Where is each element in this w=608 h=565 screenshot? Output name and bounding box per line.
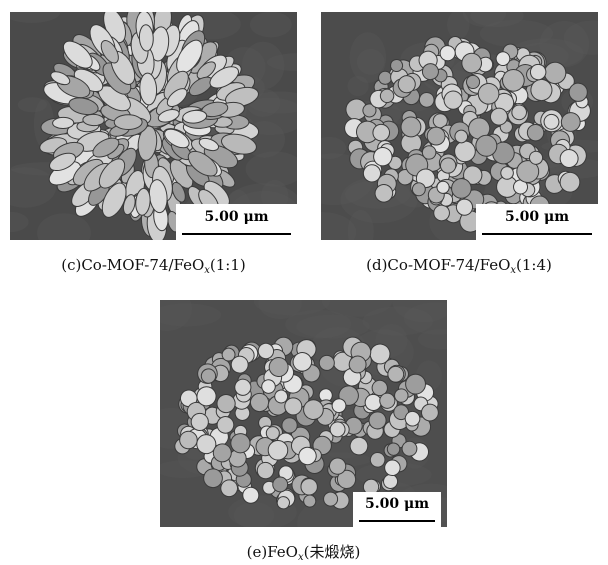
scale-bar: 5.00 μm xyxy=(176,204,297,240)
caption: (d)Co-MOF-74/FeOx(1:4) xyxy=(310,256,608,276)
texture xyxy=(527,124,544,141)
texture xyxy=(455,141,476,162)
texture xyxy=(466,75,479,88)
caption-text: (未煅烧) xyxy=(304,543,361,561)
texture xyxy=(569,83,588,102)
texture xyxy=(385,460,401,476)
texture xyxy=(242,487,259,504)
figure: 5.00 μm (c)Co-MOF-74/FeOx(1:1) 5.00 μm (… xyxy=(0,0,608,565)
texture xyxy=(476,135,498,157)
scale-bar: 5.00 μm xyxy=(476,204,598,240)
texture xyxy=(250,12,292,37)
texture xyxy=(383,474,398,489)
texture xyxy=(387,443,400,456)
scale-bar: 5.00 μm xyxy=(353,492,441,527)
caption-text: (1:4) xyxy=(516,256,552,274)
texture xyxy=(272,476,288,492)
texture xyxy=(437,181,449,193)
caption-text: (e)FeO xyxy=(247,543,298,561)
caption: (c)Co-MOF-74/FeOx(1:1) xyxy=(10,256,297,276)
caption-text: (1:1) xyxy=(210,256,246,274)
scale-line xyxy=(482,233,592,235)
scale-label: 5.00 μm xyxy=(505,209,569,225)
texture xyxy=(268,440,288,460)
scale-line xyxy=(182,233,291,235)
texture xyxy=(191,413,209,431)
texture xyxy=(319,355,334,370)
scale-label: 5.00 μm xyxy=(204,209,268,225)
texture xyxy=(544,62,566,84)
caption-text: (c)Co-MOF-74/FeO xyxy=(61,256,204,274)
texture xyxy=(301,478,318,495)
texture xyxy=(53,117,74,128)
texture xyxy=(114,115,142,130)
caption: (e)FeOx(未煅烧) xyxy=(160,541,447,563)
caption-text: (d)Co-MOF-74/FeO xyxy=(366,256,510,274)
texture xyxy=(83,114,105,126)
texture xyxy=(323,492,338,507)
scale-label: 5.00 μm xyxy=(365,496,429,512)
texture xyxy=(433,205,450,222)
scale-line xyxy=(359,520,435,522)
